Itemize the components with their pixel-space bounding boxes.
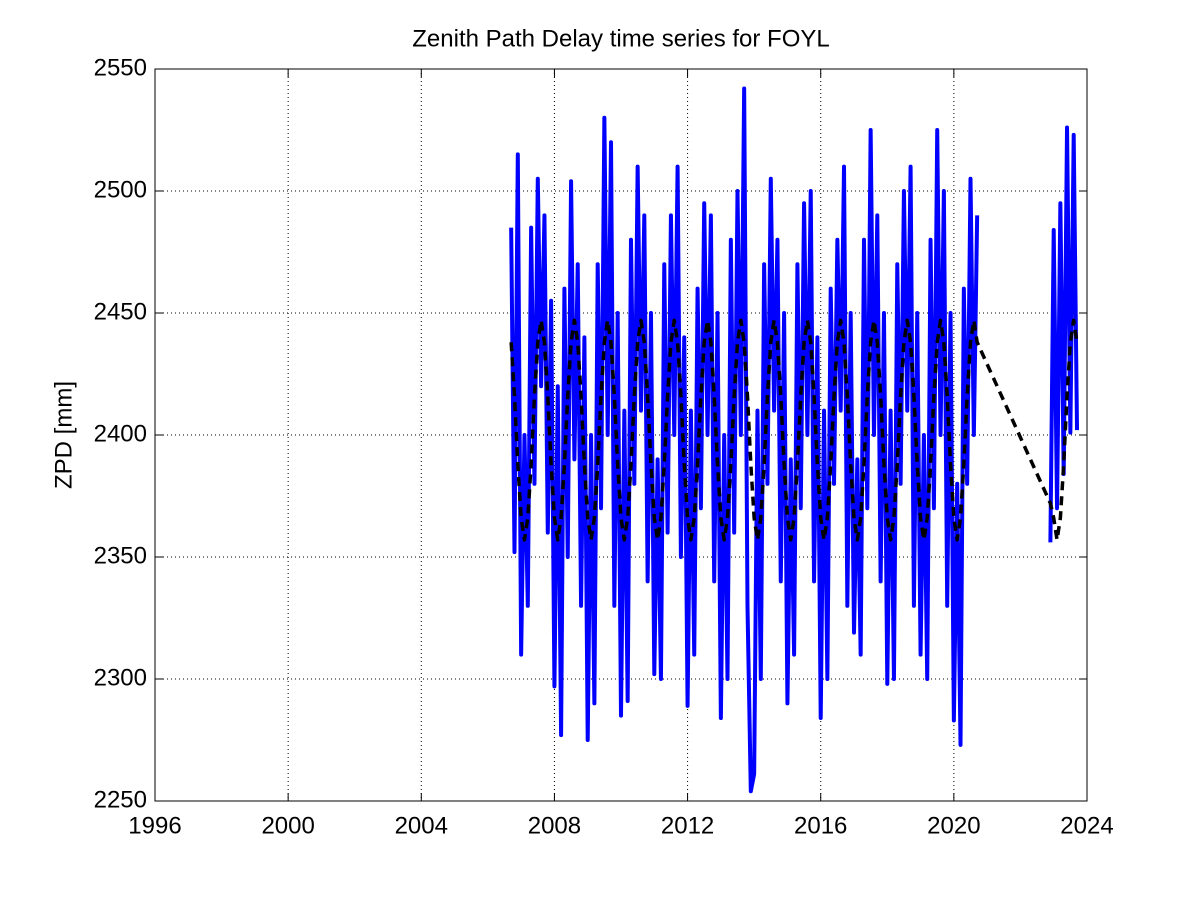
y-tick-label: 2400 (94, 420, 147, 447)
y-tick-label: 2450 (94, 298, 147, 325)
y-tick-label: 2500 (94, 176, 147, 203)
y-tick-label: 2350 (94, 542, 147, 569)
model-line (509, 318, 1079, 542)
y-tick-label: 2250 (94, 786, 147, 813)
y-tick-label: 2300 (94, 664, 147, 691)
y-tick-label: 2550 (94, 54, 147, 81)
x-tick-label: 1996 (128, 812, 181, 839)
plot-frame (154, 68, 1088, 802)
chart-title: Zenith Path Delay time series for FOYL (412, 25, 830, 52)
x-tick-label: 2020 (927, 812, 980, 839)
x-tick-label: 2000 (261, 812, 314, 839)
x-tick-label: 2012 (661, 812, 714, 839)
x-tick-label: 2008 (528, 812, 581, 839)
x-tick-label: 2004 (395, 812, 448, 839)
y-axis-label: ZPD [mm] (50, 381, 77, 489)
x-tick-label: 2024 (1060, 812, 1113, 839)
x-tick-label: 2016 (794, 812, 847, 839)
